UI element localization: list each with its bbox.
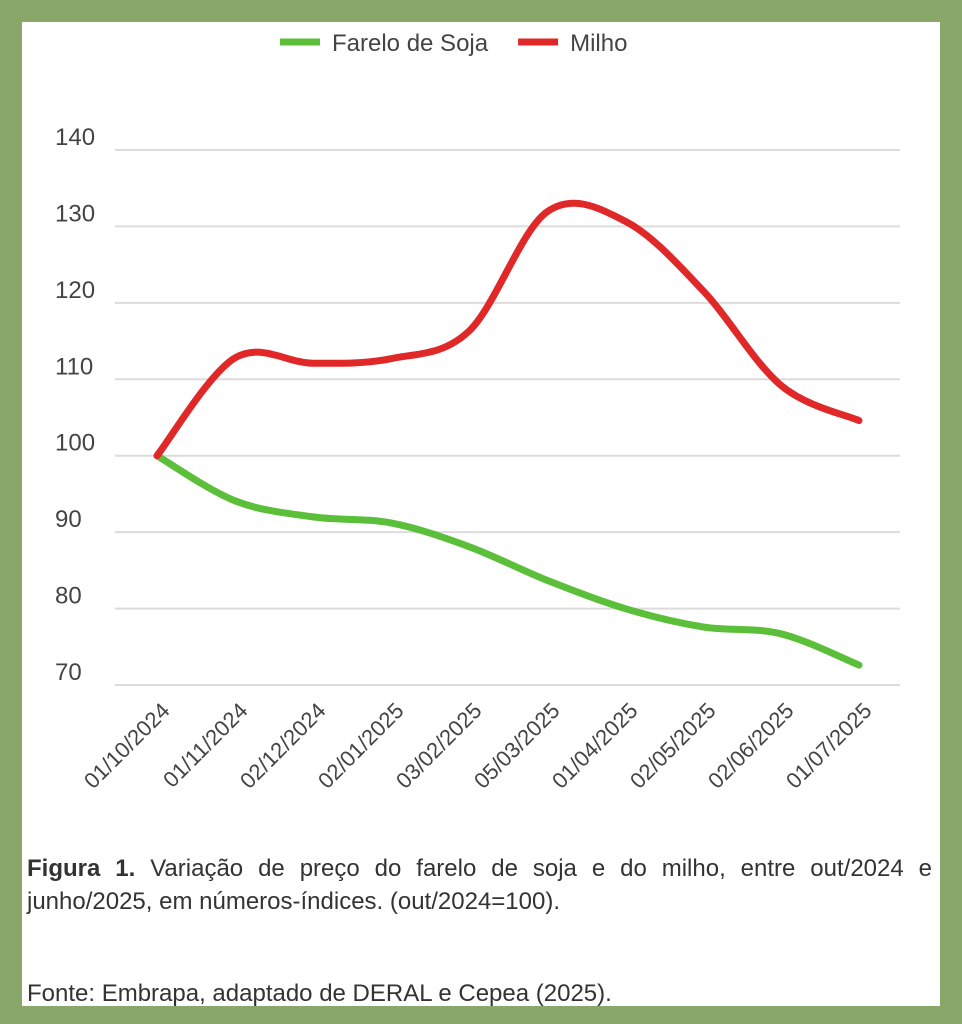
- y-tick-label: 100: [55, 430, 95, 457]
- x-tick-label: 01/07/2025: [781, 698, 877, 794]
- figure-panel: [22, 22, 940, 1006]
- caption-text: Variação de preço do farelo de soja e do…: [27, 855, 932, 915]
- y-tick-label: 140: [55, 124, 95, 151]
- y-tick-label: 90: [55, 506, 82, 533]
- y-tick-label: 130: [55, 200, 95, 227]
- series-line-milho: [153, 199, 863, 460]
- figure-caption: Figura 1. Variação de preço do farelo de…: [27, 852, 932, 918]
- y-tick-label: 120: [55, 277, 95, 304]
- y-tick-label: 80: [55, 583, 82, 610]
- x-tick-label: 01/10/2024: [79, 698, 175, 794]
- y-tick-label: 70: [55, 659, 82, 686]
- series-line-farelo-de-soja: [153, 452, 863, 669]
- y-tick-label: 110: [55, 353, 93, 380]
- legend-label: Farelo de Soja: [332, 30, 489, 57]
- legend-label: Milho: [570, 30, 627, 57]
- caption-label: Figura 1.: [27, 855, 136, 882]
- figure-source: Fonte: Embrapa, adaptado de DERAL e Cepe…: [27, 980, 612, 1007]
- line-chart: 70809010011012013014001/10/202401/11/202…: [55, 30, 900, 794]
